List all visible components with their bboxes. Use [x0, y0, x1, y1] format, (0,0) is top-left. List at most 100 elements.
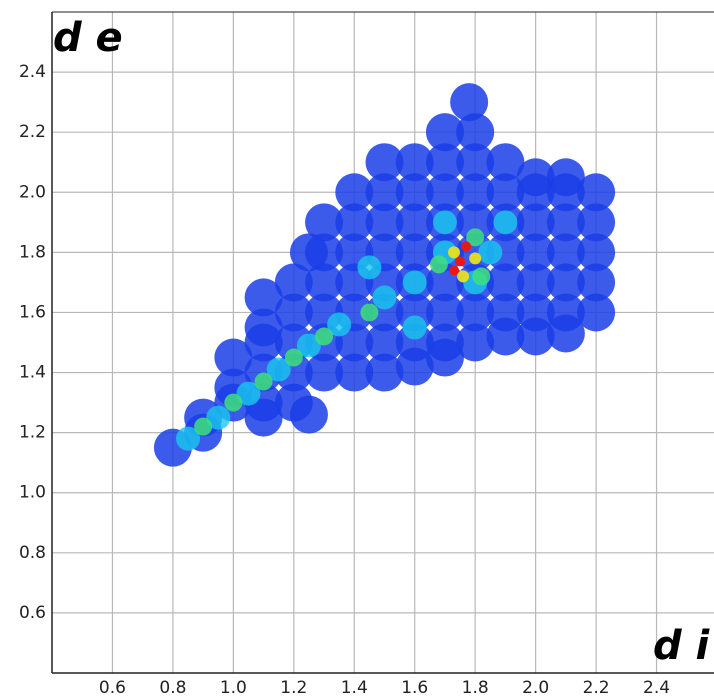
point: [395, 233, 434, 272]
point: [335, 203, 374, 242]
point: [214, 338, 253, 377]
point: [206, 405, 231, 430]
x-tick-label: 2.4: [643, 678, 670, 697]
point: [455, 256, 466, 267]
point: [254, 372, 273, 391]
point: [577, 173, 616, 212]
point: [327, 312, 352, 337]
y-tick-label: 0.6: [19, 603, 46, 623]
point: [546, 158, 585, 197]
point: [486, 143, 525, 182]
marks: [153, 83, 616, 467]
point: [546, 203, 585, 242]
point: [360, 303, 379, 322]
point: [448, 246, 461, 259]
point: [365, 203, 404, 242]
point: [577, 263, 616, 302]
point: [266, 357, 291, 382]
point: [365, 353, 404, 392]
point: [425, 113, 464, 152]
point: [456, 143, 495, 182]
point: [425, 143, 464, 182]
point: [516, 203, 555, 242]
point: [456, 203, 495, 242]
point: [402, 315, 427, 340]
point: [456, 173, 495, 212]
y-tick-label: 1.4: [19, 363, 46, 383]
x-tick-label: 2.2: [583, 678, 610, 697]
point: [284, 348, 303, 367]
point: [335, 353, 374, 392]
point: [194, 417, 213, 436]
point: [224, 393, 243, 412]
tick-labels: 0.6 0.8 1.0 1.2 1.4 1.6 1.8 2.0 2.2 2.4 0.6 0.8 1.0 1…: [19, 62, 670, 697]
x-tick-label: 2.0: [522, 678, 549, 697]
point: [176, 426, 201, 451]
point: [546, 293, 585, 332]
point: [365, 323, 404, 362]
point: [461, 241, 472, 252]
point: [395, 143, 434, 182]
point: [365, 143, 404, 182]
point: [425, 293, 464, 332]
point: [335, 173, 374, 212]
point: [357, 255, 382, 280]
point: [577, 293, 616, 332]
x-tick-label: 0.6: [99, 678, 126, 697]
point: [315, 327, 334, 346]
point: [429, 255, 448, 274]
point: [516, 158, 555, 197]
point: [577, 203, 616, 242]
point: [516, 263, 555, 302]
point: [478, 240, 503, 265]
point: [546, 233, 585, 272]
y-tick-label: 1.0: [19, 483, 46, 503]
point: [305, 263, 344, 302]
point: [236, 381, 261, 406]
point: [372, 285, 397, 310]
x-tick-label: 1.0: [220, 678, 247, 697]
point: [516, 293, 555, 332]
point: [274, 293, 313, 332]
point: [425, 323, 464, 362]
x-tick-label: 1.8: [462, 678, 489, 697]
point: [486, 263, 525, 302]
point: [289, 395, 328, 434]
point: [296, 333, 321, 358]
point: [472, 267, 491, 286]
point: [456, 293, 495, 332]
point: [466, 228, 485, 247]
point: [402, 270, 427, 295]
point: [305, 233, 344, 272]
x-tick-label: 0.8: [159, 678, 186, 697]
y-tick-label: 2.0: [19, 182, 46, 202]
x-axis-label: d i: [653, 623, 711, 669]
point: [450, 83, 489, 122]
x-tick-label: 1.6: [401, 678, 428, 697]
point: [577, 233, 616, 272]
point: [425, 173, 464, 212]
point: [456, 323, 495, 362]
x-tick-label: 1.4: [341, 678, 368, 697]
point: [457, 270, 470, 283]
point: [516, 233, 555, 272]
point: [432, 210, 457, 235]
y-tick-label: 2.2: [19, 122, 46, 142]
point: [274, 263, 313, 302]
point: [305, 353, 344, 392]
point: [244, 278, 283, 317]
point: [395, 173, 434, 212]
y-tick-label: 1.2: [19, 423, 46, 443]
point: [305, 203, 344, 242]
y-tick-label: 1.8: [19, 242, 46, 262]
point: [456, 113, 495, 152]
y-axis-label: d e: [53, 15, 123, 61]
point: [493, 210, 518, 235]
point: [395, 203, 434, 242]
y-tick-label: 0.8: [19, 543, 46, 563]
point: [244, 308, 283, 347]
point: [469, 252, 482, 265]
point: [546, 263, 585, 302]
point: [365, 173, 404, 212]
